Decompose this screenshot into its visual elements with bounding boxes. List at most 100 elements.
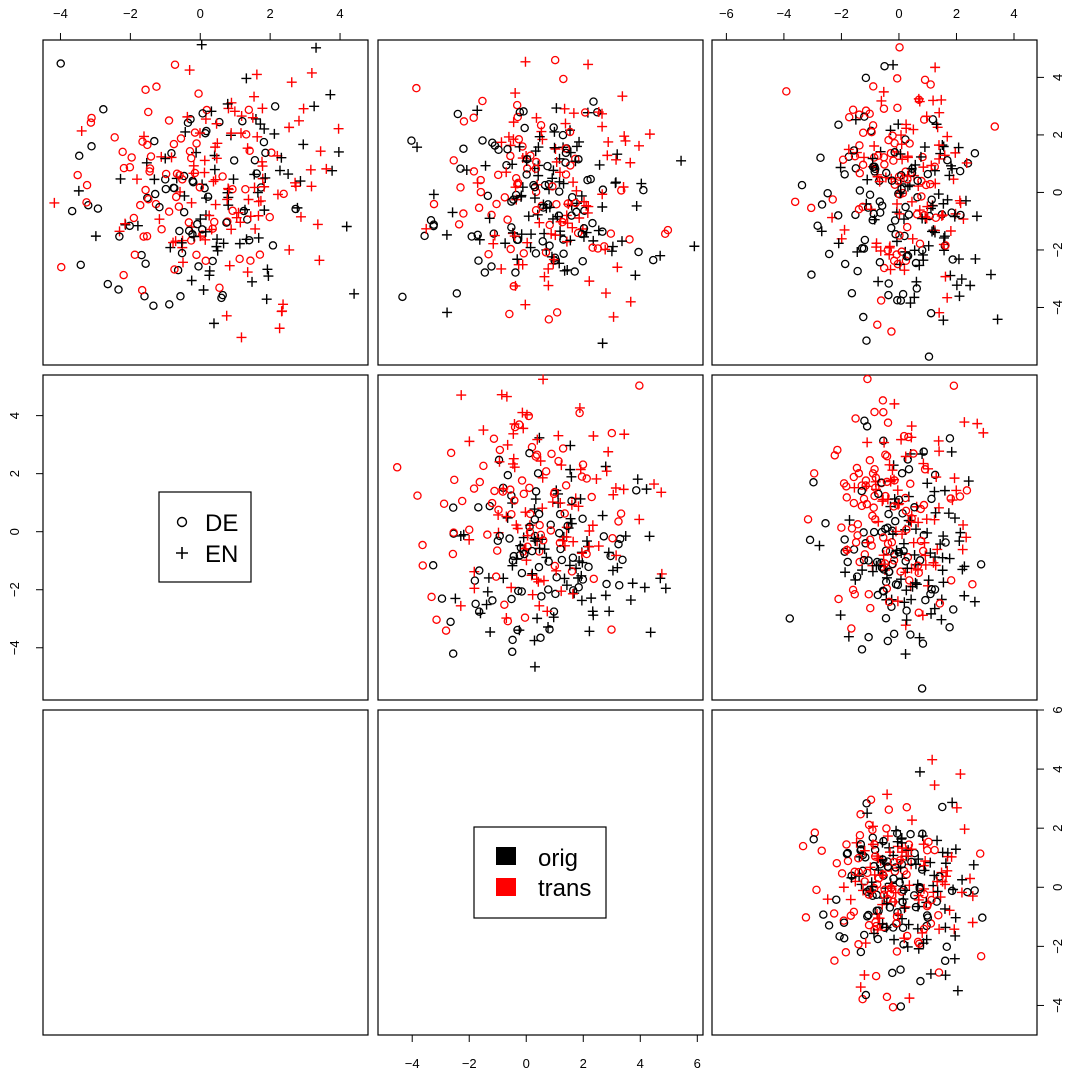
scatter-point-en: [539, 544, 550, 555]
scatter-point-en: [925, 548, 936, 559]
scatter-point-de: [483, 191, 493, 201]
scatter-point-en: [954, 291, 965, 302]
scatter-point-de: [129, 213, 139, 223]
scatter-point-de: [927, 585, 937, 594]
scatter-point-de: [513, 178, 523, 188]
scatter-point-de: [918, 546, 928, 556]
scatter-point-de: [849, 498, 859, 508]
scatter-point-de: [895, 856, 905, 865]
scatter-point-de: [255, 250, 265, 259]
scatter-point-de: [856, 810, 865, 819]
scatter-point-de: [926, 80, 935, 89]
scatter-point-en: [177, 257, 188, 268]
scatter-point-en: [247, 276, 258, 287]
scatter-point-en: [469, 566, 480, 577]
scatter-point-de: [895, 231, 904, 240]
scatter-point-en: [929, 780, 940, 791]
scatter-point-en: [597, 121, 608, 132]
scatter-point-de: [881, 450, 890, 459]
scatter-point-de: [135, 200, 145, 210]
scatter-point-de: [634, 247, 643, 257]
scatter-point-en: [551, 156, 562, 167]
scatter-point-de: [448, 503, 458, 512]
scatter-point-en: [489, 230, 500, 241]
color-legend: orig trans: [473, 826, 607, 919]
scatter-point-de: [559, 249, 568, 258]
scatter-point-en: [514, 625, 525, 636]
scatter-point-en: [909, 292, 920, 303]
scatter-point-de: [881, 168, 891, 178]
scatter-point-de: [856, 840, 866, 849]
scatter-point-en: [534, 217, 545, 228]
scatter-point-en: [516, 190, 527, 201]
scatter-point-de: [870, 845, 880, 855]
legend-label-en: EN: [205, 541, 238, 568]
scatter-point-en: [503, 131, 514, 142]
scatter-point-de: [185, 146, 195, 156]
scatter-point-en: [210, 142, 221, 153]
scatter-point-en: [903, 919, 914, 930]
scatter-point-de: [945, 623, 954, 632]
scatter-point-en: [221, 310, 232, 321]
scatter-point-de: [546, 526, 556, 535]
scatter-point-de: [847, 288, 857, 298]
scatter-point-en: [507, 560, 518, 571]
scatter-point-de: [519, 107, 528, 116]
panel-frame: [42, 709, 369, 1036]
scatter-point-de: [879, 104, 889, 113]
scatter-point-en: [920, 550, 931, 561]
scatter-point-en: [269, 128, 280, 139]
scatter-point-en: [606, 246, 617, 257]
scatter-point-en: [822, 894, 833, 905]
scatter-point-en: [510, 182, 521, 193]
scatter-point-en: [534, 600, 545, 611]
scatter-point-de: [648, 255, 658, 265]
scatter-point-en: [875, 560, 886, 571]
scatter-point-en: [600, 461, 611, 472]
scatter-point-de: [392, 463, 402, 472]
scatter-point-de: [56, 59, 65, 68]
scatter-point-de: [464, 525, 474, 535]
scatter-point-en: [478, 425, 489, 436]
scatter-point-de: [492, 199, 501, 209]
scatter-point-de: [883, 862, 893, 871]
scatter-point-de: [141, 185, 150, 195]
scatter-point-en: [921, 514, 932, 525]
scatter-point-en: [562, 218, 573, 229]
scatter-point-en: [918, 860, 929, 871]
scatter-point-de: [913, 561, 923, 571]
scatter-point-de: [785, 614, 795, 623]
scatter-point-en: [932, 835, 943, 846]
scatter-point-de: [235, 254, 244, 264]
scatter-point-en: [940, 271, 951, 282]
scatter-point-de: [890, 148, 899, 157]
scatter-point-en: [934, 107, 945, 118]
tick-label: 2: [1050, 825, 1065, 832]
scatter-point-en: [835, 610, 846, 621]
scatter-point-en: [950, 844, 961, 855]
scatter-point-en: [972, 418, 983, 429]
scatter-point-en: [561, 580, 572, 591]
scatter-point-de: [858, 866, 868, 876]
scatter-point-de: [215, 117, 224, 127]
scatter-point-de: [188, 176, 197, 186]
scatter-point-en: [944, 170, 955, 181]
scatter-point-en: [879, 437, 890, 448]
scatter-point-de: [531, 206, 541, 215]
scatter-point-de: [843, 856, 853, 866]
scatter-point-de: [851, 164, 861, 173]
scatter-point-de: [968, 580, 977, 589]
tick-label: 2: [267, 6, 274, 21]
scatter-point-de: [530, 515, 540, 524]
scatter-point-de: [500, 600, 509, 609]
scatter-point-de: [949, 381, 959, 390]
scatter-point-en: [212, 245, 223, 256]
scatter-point-en: [905, 515, 916, 526]
scatter-point-en: [600, 288, 611, 299]
tick-label: 4: [1050, 74, 1065, 81]
scatter-point-de: [930, 845, 939, 855]
scatter-point-de: [192, 139, 201, 148]
scatter-point-en: [950, 930, 961, 941]
scatter-point-en: [874, 176, 885, 187]
scatter-point-de: [584, 562, 593, 572]
